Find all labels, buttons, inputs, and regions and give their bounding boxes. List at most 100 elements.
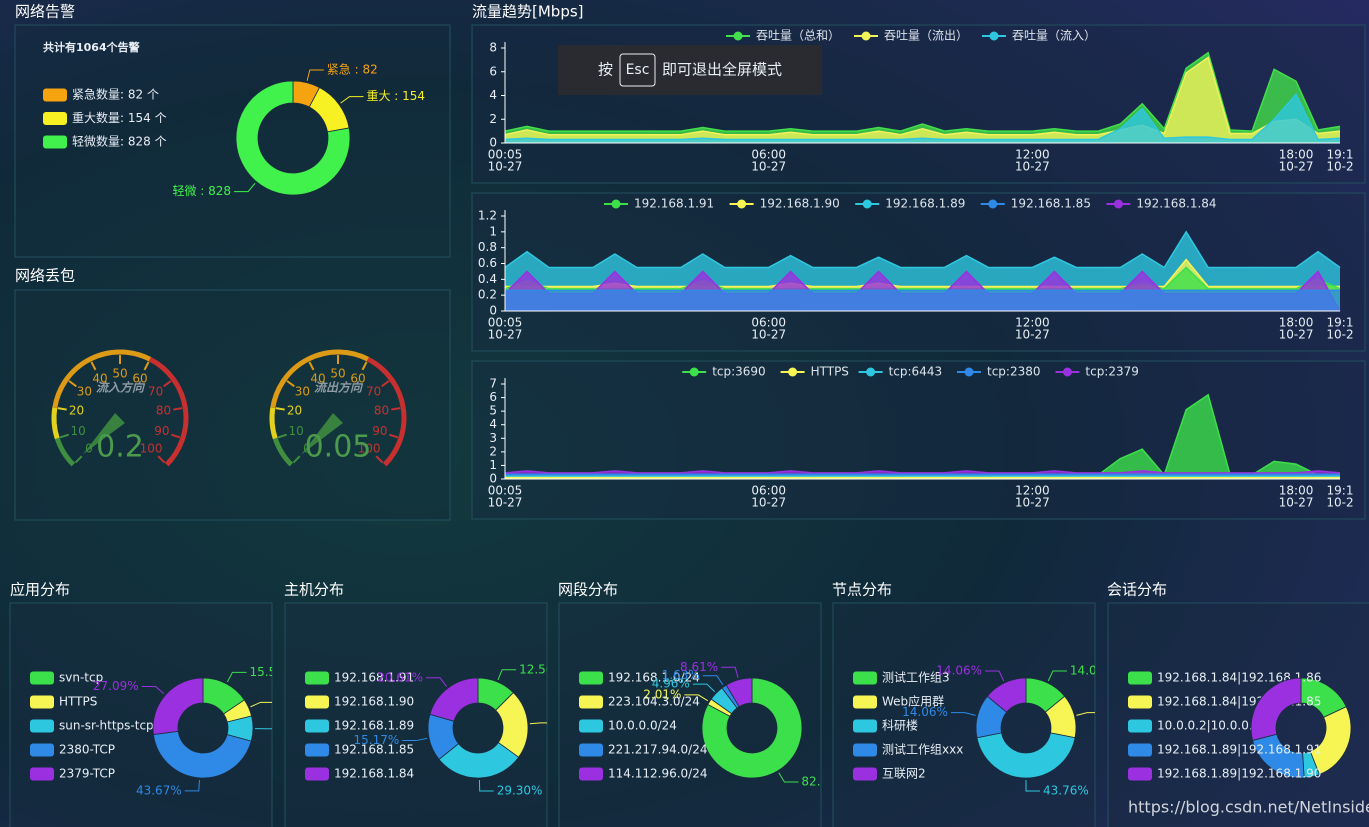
y-tick-label: 4: [489, 417, 497, 431]
legend-swatch: [43, 112, 67, 125]
pie-group: 192.168.1.84|192.168.1.86192.168.1.84|19…: [1128, 671, 1352, 781]
legend-label: sun-sr-https-tcp: [59, 719, 154, 733]
pie-slice: [725, 677, 753, 708]
x-tick-label: 00:05: [488, 148, 523, 162]
x-tick-label: 06:00: [751, 484, 786, 498]
leader-line: [184, 779, 200, 792]
leader-line: [478, 779, 494, 792]
legend-swatch: [43, 135, 67, 149]
panel-title: 应用分布: [10, 581, 70, 599]
gauge-tick: [74, 455, 83, 464]
panel-title: 主机分布: [284, 581, 344, 599]
legend-marker: [862, 199, 872, 209]
panel-group: 192.168.1.84|192.168.1.86192.168.1.84|19…: [1107, 602, 1369, 827]
pie-slice: [152, 730, 252, 779]
series-line: [504, 230, 1341, 269]
pie-slice: [429, 677, 479, 722]
gauge-tick: [59, 433, 69, 439]
panel: [14, 289, 451, 521]
legend-swatch: [853, 743, 877, 757]
gauge-band: [51, 407, 60, 440]
legend-swatch: [1128, 743, 1152, 757]
legend-swatch: [30, 719, 54, 733]
x-tick-label: 00:05: [488, 316, 523, 330]
leader-line: [226, 671, 247, 683]
gauge-pointer: [301, 413, 343, 455]
gauge-tick-label: 70: [148, 385, 163, 399]
gauge-band: [272, 437, 294, 467]
gauge-tick-label: 10: [71, 424, 86, 438]
pie-slice: [235, 80, 351, 196]
y-tick-label: 0.4: [478, 272, 497, 286]
legend-swatch: [1128, 695, 1152, 709]
gauge-tick-label: 90: [372, 424, 387, 438]
pie-slice: [976, 732, 1076, 779]
x-tick-date: 10-27: [1015, 160, 1050, 174]
legend-label: 科研楼: [882, 718, 918, 733]
gauge-tick: [90, 361, 97, 371]
y-tick-label: 3: [489, 431, 497, 445]
value-label: 20.61%: [377, 670, 423, 684]
legend-swatch: [579, 719, 603, 733]
gauge-tick-label: 80: [156, 404, 171, 418]
gauge-tick: [143, 361, 150, 371]
gauge-value: 0.05: [305, 430, 372, 465]
gauge-tick: [157, 455, 166, 464]
gauge-tick: [292, 455, 301, 464]
legend-marker: [689, 367, 699, 377]
legend-label: 192.168.1.84: [334, 767, 414, 781]
series-line: [504, 470, 1341, 474]
panel-group: 12.50%192.168.1.9122.42%192.168.1.9029.3…: [284, 602, 548, 827]
legend-label: 192.168.1.84: [1136, 197, 1216, 211]
panel: [471, 360, 1366, 520]
x-tick-label: 18:00: [1279, 148, 1314, 162]
y-tick-label: 5: [489, 404, 497, 418]
legend-marker: [788, 367, 798, 377]
panel-group: 14.06%测试工作组314.06%Web应用群43.76%科研楼14.06%测…: [832, 602, 1096, 827]
legend-swatch: [853, 671, 877, 685]
legend-label: 10.0.0.2|10.0.0.50: [1157, 719, 1268, 733]
leader-line: [692, 683, 716, 693]
series-line: [505, 258, 1340, 288]
key-box: [619, 53, 656, 87]
x-tick-label: 19:1: [1327, 316, 1354, 330]
legend-swatch: [579, 767, 603, 781]
leader-line: [497, 669, 517, 681]
legend-label: 重大数量: 154 个: [72, 110, 167, 125]
series-line: [504, 92, 1341, 141]
x-tick-date: 10-27: [1279, 496, 1314, 510]
panel-group: 15.50%svn-tcp5.64%HTTPS8.10%sun-sr-https…: [9, 602, 295, 827]
pie-group: 12.50%192.168.1.9122.42%192.168.1.9029.3…: [305, 662, 547, 797]
legend-label: 轻微数量: 828 个: [72, 134, 167, 149]
x-tick-date: 10-27: [1015, 496, 1050, 510]
legend-swatch: [43, 88, 67, 102]
gauge-band: [54, 437, 76, 467]
gauge-tick: [57, 407, 67, 411]
value-label: 15.50%: [249, 665, 295, 679]
value-label: 15.17%: [353, 733, 399, 747]
x-tick-date: 10-27: [1279, 160, 1314, 174]
legend-marker: [964, 367, 974, 377]
gauge-tick-label: 50: [112, 367, 127, 381]
x-tick-date: 10-2: [1326, 328, 1353, 342]
legend-label: 192.168.1.89|192.168.1.90: [1157, 767, 1321, 781]
x-tick-date: 10-27: [1015, 328, 1050, 342]
legend-label: 192.168.1.90: [760, 197, 840, 211]
legend-label: 吞吐量（流出）: [884, 29, 968, 43]
area-fill: [505, 94, 1340, 143]
gauge-band: [52, 349, 152, 409]
leader-line: [702, 675, 724, 686]
legend-label: 紧急数量: 82 个: [72, 87, 159, 102]
gauge-tick-label: 60: [132, 371, 147, 385]
pie-group: 15.50%svn-tcp5.64%HTTPS8.10%sun-sr-https…: [30, 665, 295, 797]
y-tick-label: 8: [489, 41, 497, 55]
legend-marker: [1062, 367, 1072, 377]
legend-swatch: [853, 695, 877, 709]
legend-label: 192.168.1.91: [334, 671, 414, 685]
legend-swatch: [305, 767, 329, 781]
y-tick-label: 0: [489, 136, 497, 150]
value-label: 紧急 : 82: [327, 62, 378, 77]
legend-swatch: [1128, 767, 1152, 781]
area-fill: [505, 394, 1340, 479]
